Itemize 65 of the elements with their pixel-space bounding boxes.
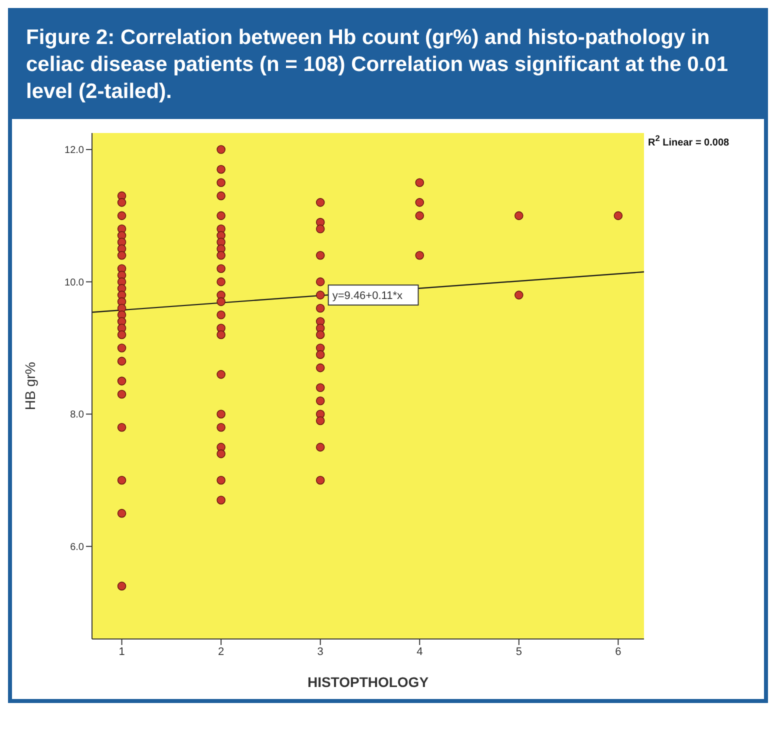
point — [216, 277, 226, 286]
point — [316, 476, 325, 485]
point — [216, 370, 226, 379]
point — [216, 178, 226, 188]
point — [216, 145, 226, 154]
point — [216, 410, 226, 419]
point — [216, 310, 226, 320]
point — [316, 304, 325, 313]
point — [117, 356, 126, 366]
text: R$^{2}$ Linear = 0.008 — [648, 133, 730, 148]
point — [216, 211, 226, 220]
point — [117, 250, 126, 260]
point — [117, 211, 126, 220]
point — [316, 250, 325, 260]
point — [117, 198, 126, 207]
point — [216, 250, 226, 260]
x-tick-label: 2 — [218, 646, 224, 658]
point — [415, 198, 424, 207]
point — [316, 396, 325, 406]
point — [316, 330, 325, 340]
x-tick-label: 6 — [615, 646, 622, 658]
point — [316, 383, 325, 392]
point — [316, 363, 325, 372]
point — [216, 330, 226, 340]
point — [514, 211, 524, 220]
point — [316, 277, 325, 286]
point — [216, 297, 226, 306]
point — [316, 442, 325, 452]
point — [316, 350, 325, 359]
x-tick-label: 5 — [516, 646, 522, 658]
x-axis-title: HISTOPTHOLOGY — [307, 674, 430, 690]
point — [117, 330, 126, 340]
annotation: y=9.46+0.11*x — [332, 290, 403, 302]
y-axis-title: HB gr% — [22, 362, 38, 410]
x-tick-label: 3 — [317, 646, 324, 658]
y-tick-label: 8.0 — [70, 410, 84, 421]
point — [117, 476, 126, 485]
point — [216, 422, 226, 432]
y-tick-label: 6.0 — [70, 542, 84, 553]
point — [216, 476, 226, 485]
point — [316, 416, 325, 426]
point — [514, 290, 524, 300]
point — [415, 211, 424, 220]
point — [614, 211, 623, 220]
point — [415, 178, 424, 188]
point — [216, 449, 226, 458]
point — [216, 496, 226, 504]
point — [415, 250, 424, 260]
y-tick-label: 12.0 — [64, 145, 84, 156]
point — [216, 164, 226, 174]
x-tick-label: 4 — [416, 646, 423, 658]
point — [117, 376, 126, 386]
y-tick-label: 10.0 — [64, 277, 84, 288]
point — [216, 264, 226, 273]
point — [117, 344, 126, 352]
point — [117, 422, 126, 432]
point — [216, 191, 226, 200]
point — [316, 224, 325, 234]
point — [316, 290, 325, 300]
point — [117, 582, 126, 590]
chart-title: Figure 2: Correlation between Hb count (gr%) and histo-pathology in celiac disease patients (n = 108) Correlation was significant at the 0.01 level (2-tailed). — [12, 12, 764, 119]
point — [117, 508, 126, 518]
x-tick-label: 1 — [118, 646, 125, 658]
point — [117, 390, 126, 399]
point — [316, 198, 325, 207]
